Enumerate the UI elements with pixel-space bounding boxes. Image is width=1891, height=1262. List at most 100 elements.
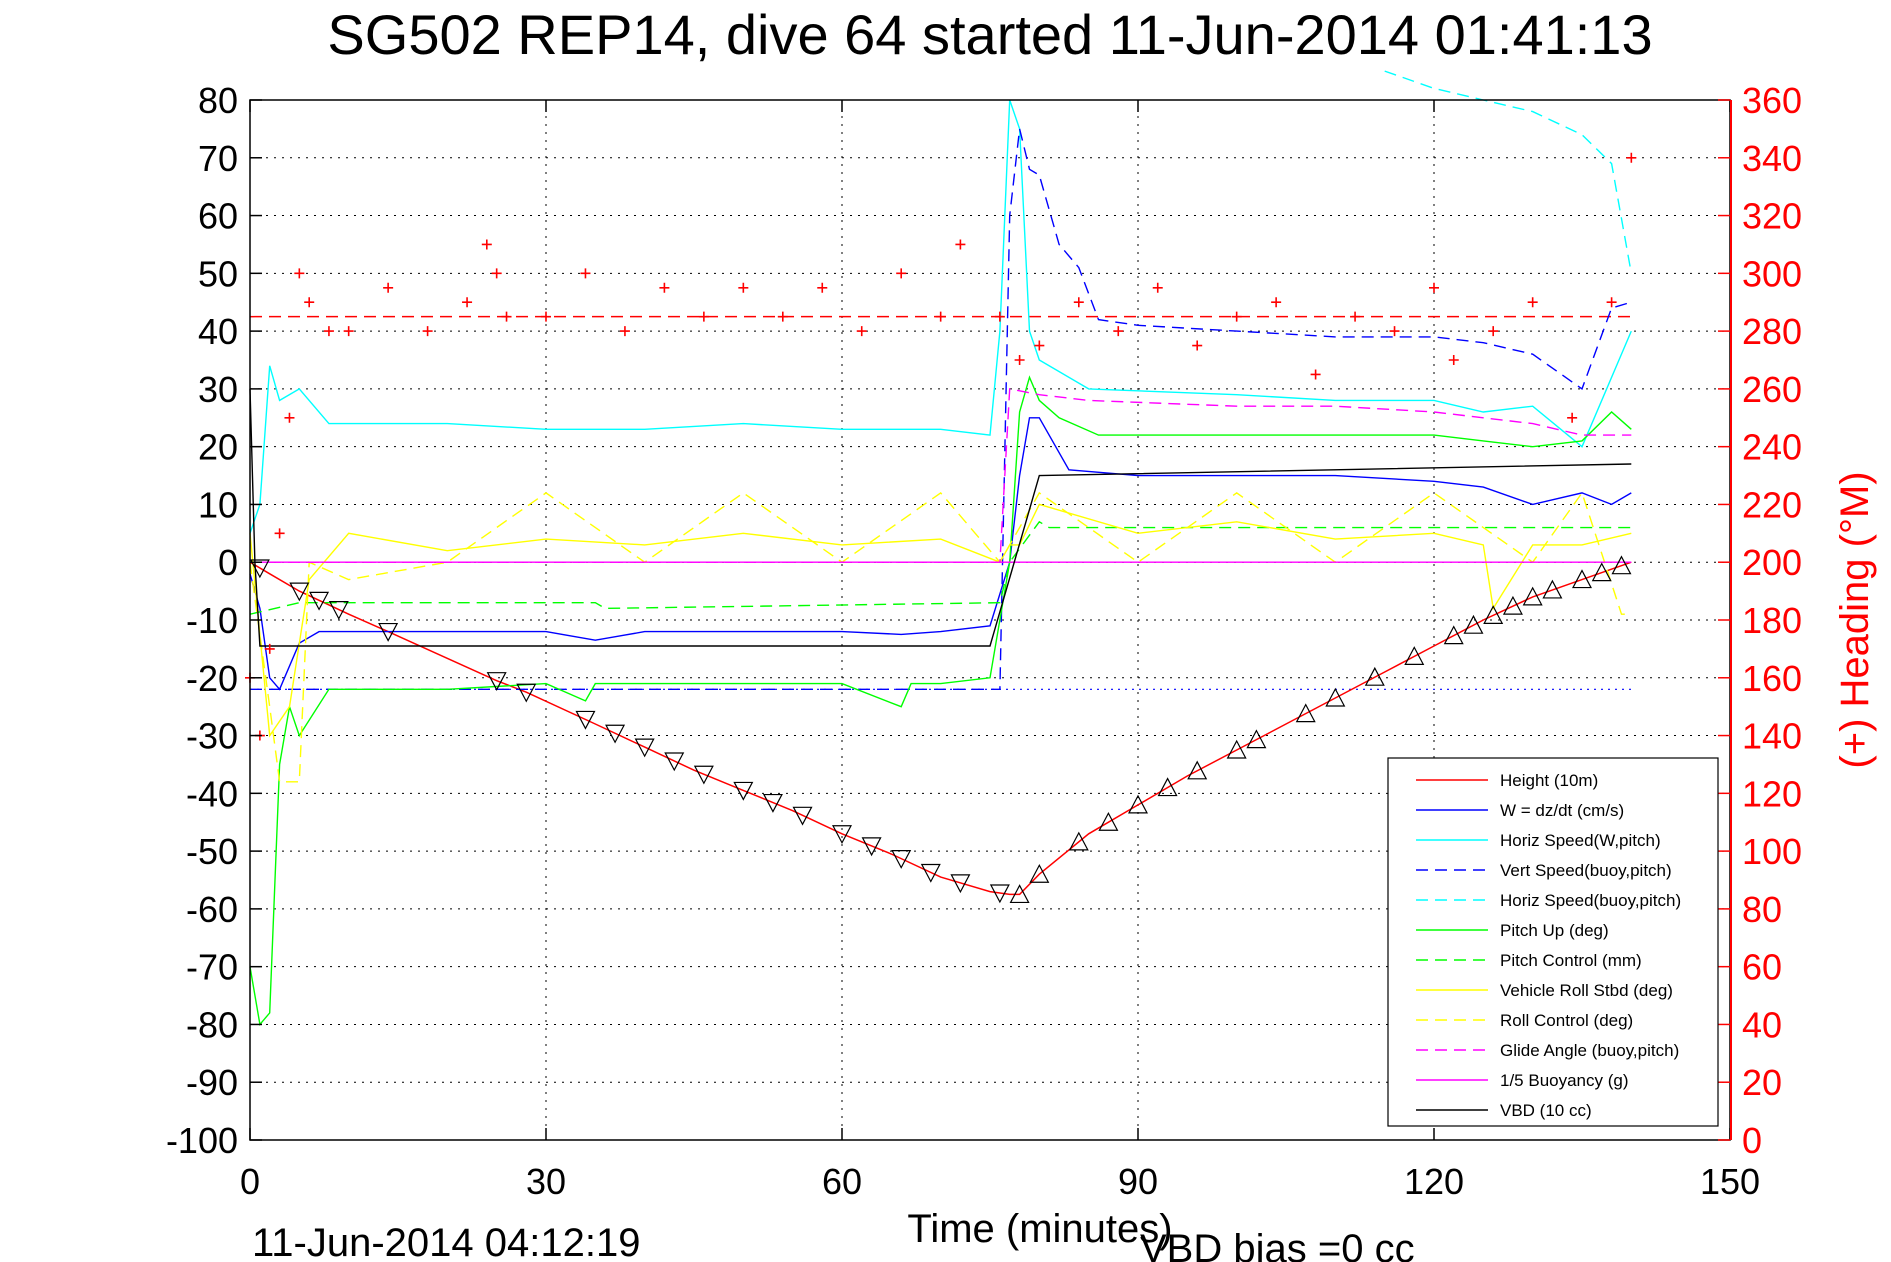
footer-vbd-bias: VBD bias =0 cc — [1140, 1227, 1415, 1262]
ascent-marker — [1483, 605, 1504, 624]
y-tick-label: -30 — [186, 716, 238, 757]
y-tick-label: -50 — [186, 831, 238, 872]
y2-tick-label: 40 — [1742, 1004, 1782, 1045]
y-tick-label: -60 — [186, 889, 238, 930]
heading-marker — [1034, 340, 1045, 351]
heading-marker — [1310, 369, 1321, 380]
heading-marker — [1073, 297, 1084, 308]
ascent-marker — [1404, 646, 1425, 666]
y2-tick-label: 240 — [1742, 427, 1802, 468]
legend-label-9: Glide Angle (buoy,pitch) — [1500, 1041, 1679, 1060]
legend-label-11: VBD (10 cc) — [1500, 1101, 1592, 1120]
heading-marker — [580, 268, 591, 279]
ascent-marker — [1522, 586, 1543, 606]
heading-marker — [1350, 311, 1361, 322]
heading-marker — [481, 239, 492, 250]
descent-marker — [486, 672, 507, 691]
series-line-6 — [249, 520, 1632, 615]
ascent-marker — [1542, 579, 1563, 599]
y2-tick-label: 280 — [1742, 311, 1802, 352]
legend-label-3: Vert Speed(buoy,pitch) — [1500, 861, 1672, 880]
descent-marker — [861, 837, 882, 857]
heading-marker — [1488, 326, 1499, 337]
heading-marker — [343, 326, 354, 337]
legend: Height (10m) W = dz/dt (cm/s) Horiz Speed(… — [1387, 757, 1719, 1127]
y-tick-label: -40 — [186, 773, 238, 814]
descent-marker — [762, 793, 783, 813]
heading-marker — [501, 311, 512, 322]
y2-tick-label: 20 — [1742, 1062, 1782, 1103]
series-line-9 — [250, 388, 1632, 563]
descent-marker — [920, 863, 941, 883]
heading-marker — [383, 282, 394, 293]
heading-marker — [1448, 355, 1459, 365]
y-tick-label: 20 — [198, 427, 238, 468]
heading-marker — [1389, 326, 1400, 337]
ascent-marker — [1502, 595, 1523, 615]
heading-marker — [1606, 297, 1617, 308]
series-line-5 — [249, 375, 1632, 1026]
heading-marker — [541, 311, 551, 322]
y2-tick-label: 0 — [1742, 1120, 1762, 1161]
ascent-marker — [1572, 569, 1592, 589]
heading-marker — [491, 268, 502, 279]
descent-marker — [605, 724, 626, 744]
heading-marker — [1429, 282, 1439, 293]
descent-marker — [693, 765, 714, 785]
x-tick-label: 0 — [240, 1161, 260, 1202]
y-tick-label: 70 — [198, 138, 238, 179]
series-group — [249, 70, 1632, 1026]
heading-marker — [777, 311, 788, 322]
x-tick-label: 150 — [1700, 1161, 1760, 1202]
descent-marker — [733, 781, 754, 801]
y-tick-label: 50 — [198, 253, 238, 294]
ascent-marker — [1364, 666, 1385, 686]
y2-axis-label: (+) Heading (°M) — [1833, 471, 1877, 768]
descent-marker — [328, 600, 349, 620]
heading-marker — [817, 282, 828, 293]
descent-marker — [950, 874, 971, 894]
y2-tick-label: 260 — [1742, 369, 1802, 410]
heading-marker — [284, 412, 295, 423]
series-line-11 — [249, 388, 1632, 647]
y-tick-label: -80 — [186, 1004, 238, 1045]
heading-marker — [856, 326, 867, 337]
y-tick-label: 60 — [198, 196, 238, 237]
x-tick-label: 90 — [1118, 1161, 1158, 1202]
descent-marker — [516, 683, 537, 703]
descent-marker — [378, 622, 399, 642]
y2-tick-label: 100 — [1742, 831, 1802, 872]
ascent-marker — [1443, 625, 1464, 645]
heading-marker — [1626, 152, 1637, 163]
heading-marker — [994, 311, 1005, 322]
heading-marker — [896, 268, 907, 279]
series-line-8 — [249, 491, 1632, 783]
descent-marker — [989, 884, 1010, 904]
descent-marker — [249, 559, 270, 579]
heading-marker — [698, 311, 709, 322]
descent-marker — [575, 710, 596, 730]
series-line-4 — [1384, 70, 1632, 274]
legend-label-10: 1/5 Buoyancy (g) — [1500, 1071, 1629, 1090]
series-line-1 — [249, 417, 1632, 691]
ascent-marker — [1463, 614, 1484, 634]
heading-marker — [619, 326, 630, 337]
x-axis: 0 30 60 90 120 150 — [240, 100, 1760, 1202]
descent-marker — [289, 582, 310, 602]
heading-marker — [1192, 340, 1203, 351]
descent-marker — [634, 738, 655, 758]
x-tick-label: 60 — [822, 1161, 862, 1202]
series-line-0 — [249, 561, 1632, 896]
legend-label-6: Pitch Control (mm) — [1500, 951, 1642, 970]
y-tick-label: -90 — [186, 1062, 238, 1103]
y-tick-label: 0 — [218, 542, 238, 583]
legend-label-7: Vehicle Roll Stbd (deg) — [1500, 981, 1673, 1000]
ascent-marker — [1591, 562, 1612, 582]
y2-tick-label: 120 — [1742, 773, 1802, 814]
legend-box — [1387, 757, 1719, 1127]
ascent-marker — [1098, 811, 1119, 831]
y-tick-label: -20 — [186, 658, 238, 699]
heading-marker — [659, 282, 670, 293]
heading-marker — [274, 528, 285, 539]
